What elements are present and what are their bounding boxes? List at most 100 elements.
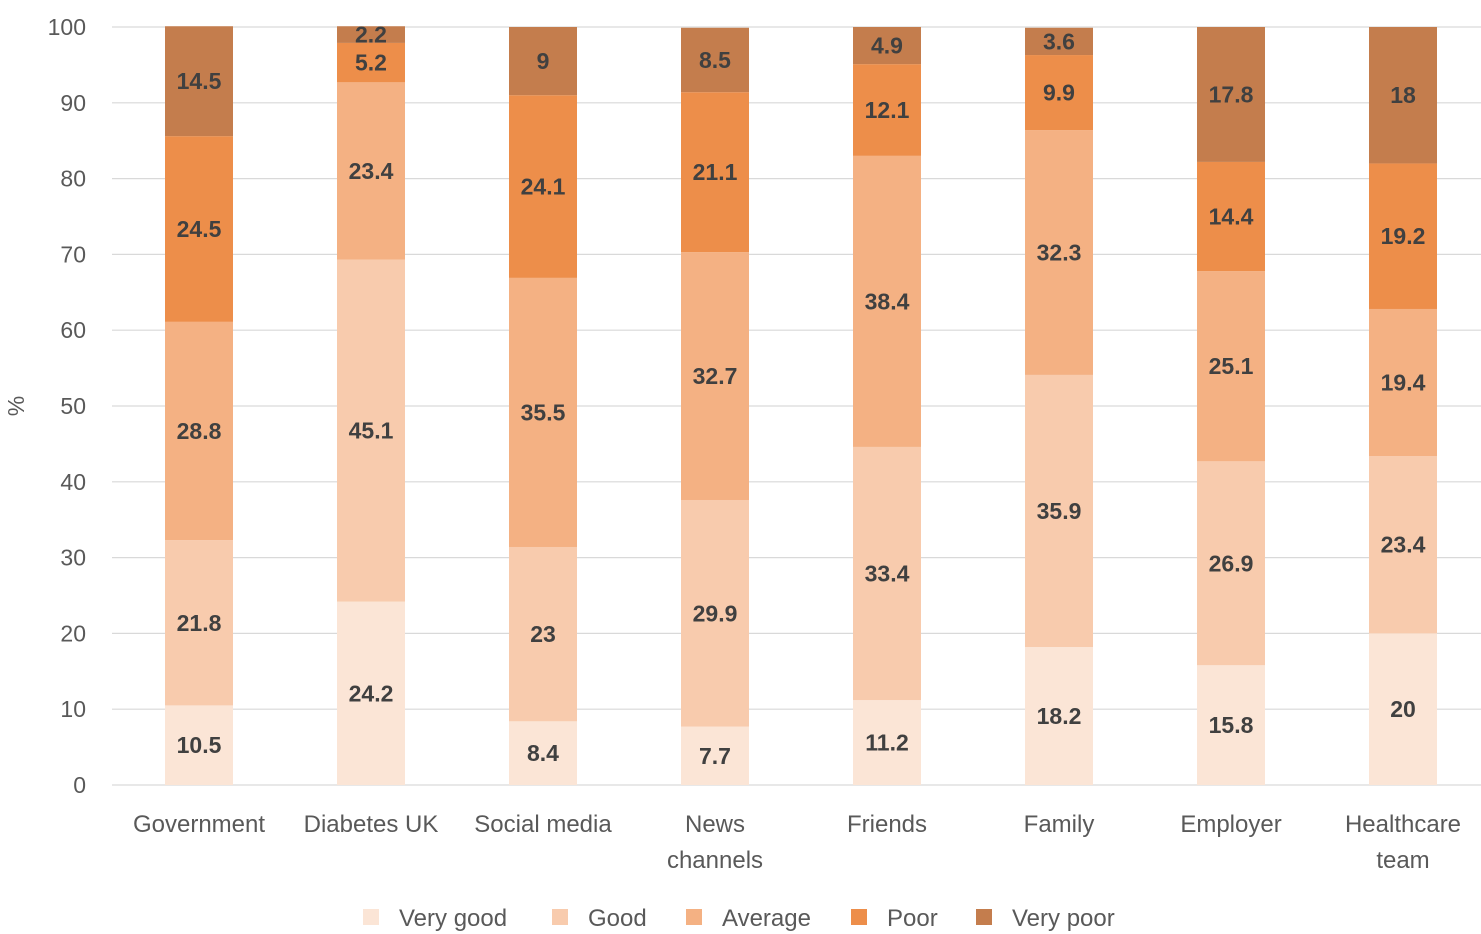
y-tick-label: 100: [48, 14, 86, 40]
gridlines: [112, 26, 1481, 786]
data-label: 7.7: [699, 743, 731, 769]
data-label: 24.5: [177, 216, 222, 242]
data-label: 28.8: [177, 418, 222, 444]
bar-segment: [165, 136, 233, 322]
data-label: 4.9: [871, 33, 903, 59]
data-label: 23.4: [1381, 532, 1426, 558]
legend-swatch: [552, 909, 568, 925]
y-tick-label: 10: [60, 696, 86, 722]
bar-segment: [853, 155, 921, 447]
bar-segment: [1025, 647, 1093, 785]
bar-segment: [165, 705, 233, 785]
y-tick-label: 90: [60, 90, 86, 116]
bar-segment: [1025, 55, 1093, 131]
x-category-label: channels: [667, 847, 763, 874]
x-category-label: Government: [133, 811, 265, 838]
bar-segment: [1369, 456, 1437, 634]
data-label: 17.8: [1209, 81, 1254, 107]
data-label: 9: [537, 48, 550, 74]
data-label: 26.9: [1209, 550, 1254, 576]
bar-segment: [509, 27, 577, 96]
bar-segment: [165, 321, 233, 541]
data-label: 14.5: [177, 68, 222, 94]
y-tick-label: 70: [60, 241, 86, 267]
data-label: 45.1: [349, 418, 394, 444]
bar-segment: [165, 26, 233, 137]
bar-segment: [1369, 163, 1437, 309]
data-label: 29.9: [693, 600, 738, 626]
y-tick-label: 50: [60, 393, 86, 419]
data-label: 5.2: [355, 50, 387, 76]
bar-segment: [1369, 633, 1437, 785]
data-label: 35.9: [1037, 498, 1082, 524]
data-label: 9.9: [1043, 80, 1075, 106]
bar-segment: [853, 446, 921, 701]
y-tick-label: 40: [60, 469, 86, 495]
bar-segment: [165, 540, 233, 706]
x-category-label: Employer: [1180, 811, 1281, 838]
data-label: 3.6: [1043, 28, 1075, 54]
legend: Very good Good Average Poor Very poor: [363, 905, 1115, 932]
legend-swatch: [851, 909, 867, 925]
bar-segment: [1369, 27, 1437, 164]
bar-segment: [1197, 161, 1265, 272]
bar-segment: [1197, 461, 1265, 666]
bar-segment: [337, 601, 405, 785]
bar-segment: [337, 26, 405, 43]
bar-segment: [337, 259, 405, 602]
legend-swatch: [363, 909, 379, 925]
bar-segment: [853, 64, 921, 156]
y-tick-label: 20: [60, 620, 86, 646]
bar-segment: [681, 252, 749, 500]
bar-segment: [1197, 271, 1265, 462]
data-label: 32.3: [1037, 240, 1082, 266]
bar-segment: [853, 700, 921, 785]
y-tick-label: 30: [60, 545, 86, 571]
data-label: 8.5: [699, 47, 731, 73]
y-tick-label: 60: [60, 317, 86, 343]
data-label: 12.1: [865, 97, 910, 123]
data-label: 25.1: [1209, 353, 1254, 379]
x-category-label: Healthcare: [1345, 811, 1461, 838]
data-label: 24.1: [521, 174, 566, 200]
x-category-label: News: [685, 811, 745, 838]
data-label: 23: [530, 621, 556, 647]
bar-segment: [1197, 27, 1265, 162]
bar-segment: [681, 726, 749, 785]
bar-segment: [1025, 27, 1093, 56]
data-label: 23.4: [349, 158, 394, 184]
x-category-label: Social media: [474, 811, 612, 838]
data-label: 18.2: [1037, 703, 1082, 729]
data-label: 32.7: [693, 363, 738, 389]
data-label: 15.8: [1209, 712, 1254, 738]
legend-label: Poor: [887, 905, 938, 932]
x-category-label: Friends: [847, 811, 927, 838]
bar-segment: [1025, 374, 1093, 648]
bar-segment: [681, 27, 749, 93]
y-axis-title: %: [3, 396, 29, 416]
bar-segment: [681, 499, 749, 727]
data-label: 19.2: [1381, 223, 1426, 249]
x-category-label: Diabetes UK: [304, 811, 439, 838]
data-label: 21.8: [177, 610, 222, 636]
data-label: 8.4: [527, 740, 559, 766]
data-labels: 10.5 21.8 28.8 24.5 14.5 24.2 45.1 23.4 5.22.2 8.…: [177, 22, 1426, 769]
y-tick-label: 80: [60, 166, 86, 192]
legend-label: Average: [722, 905, 811, 932]
bar-segment: [509, 721, 577, 785]
data-label: 19.4: [1381, 370, 1426, 396]
bar-segment: [337, 42, 405, 83]
bar-segment: [1369, 308, 1437, 457]
x-category-label: Family: [1024, 811, 1095, 838]
data-label: 11.2: [865, 730, 909, 756]
bar-segment: [509, 277, 577, 547]
bar-segment: [681, 92, 749, 253]
data-label: 24.2: [349, 680, 394, 706]
legend-swatch: [686, 909, 702, 925]
legend-label: Good: [588, 905, 647, 932]
legend-label: Very poor: [1012, 905, 1115, 932]
data-label: 2.2: [355, 22, 387, 48]
bar-segment: [853, 27, 921, 65]
data-label: 18: [1390, 82, 1416, 108]
